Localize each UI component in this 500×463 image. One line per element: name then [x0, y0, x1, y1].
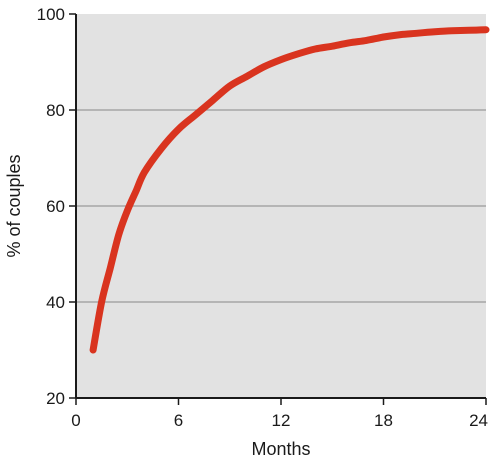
y-tick-label: 100 — [37, 5, 65, 24]
gridlines — [76, 109, 486, 303]
x-tick-label: 18 — [374, 411, 393, 430]
y-axis-ticks: 20 40 60 80 100 — [37, 5, 76, 408]
y-tick-label: 20 — [46, 389, 65, 408]
x-tick-label: 24 — [469, 411, 488, 430]
x-axis-title: Months — [251, 439, 310, 459]
x-tick-label: 12 — [272, 411, 291, 430]
y-tick-label: 40 — [46, 293, 65, 312]
x-tick-label: 6 — [174, 411, 183, 430]
x-tick-label: 0 — [71, 411, 80, 430]
y-tick-label: 80 — [46, 101, 65, 120]
x-axis-ticks: 0 6 12 18 24 — [71, 398, 488, 430]
series-line — [89, 26, 490, 354]
y-axis-title: % of couples — [4, 154, 24, 257]
y-tick-label: 60 — [46, 197, 65, 216]
